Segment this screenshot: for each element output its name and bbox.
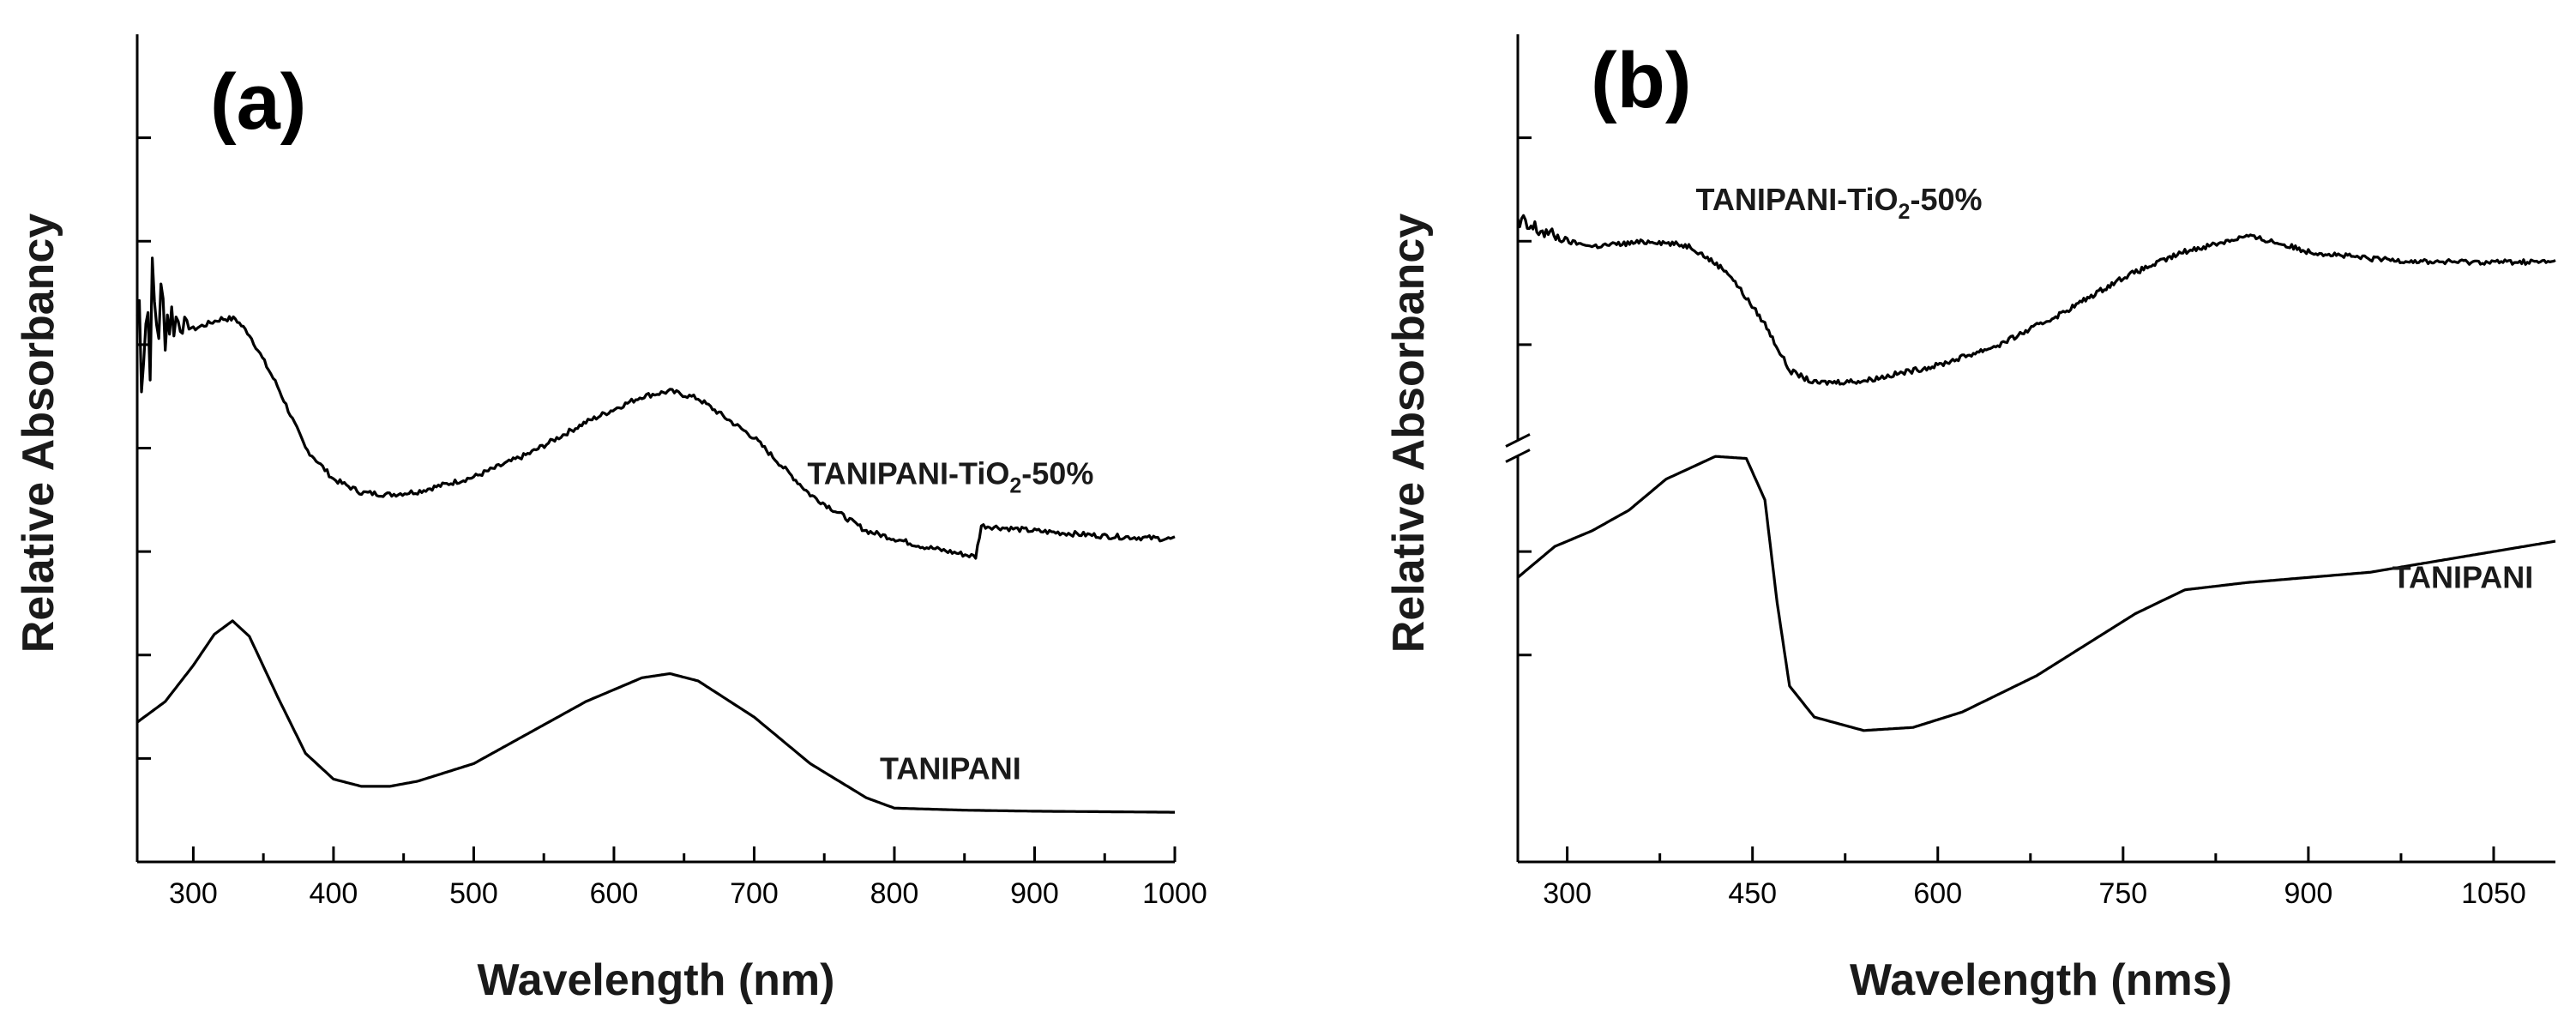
panel-a-x-tick-label: 1000 — [1142, 877, 1207, 910]
panel-a-x-tick-label: 900 — [1010, 877, 1059, 910]
panel-a-x-tick-label: 700 — [730, 877, 779, 910]
panel-b-x-tick-label: 300 — [1543, 877, 1592, 910]
panel-b-x-axis-title: Wavelength (nms) — [1850, 955, 2232, 1005]
panel-a-x-tick-label: 600 — [590, 877, 639, 910]
panel-b-series-1-line — [1516, 455, 2556, 732]
panel-b-axis-break-mark — [1505, 449, 1531, 463]
panel-b-x-tick-label: 1050 — [2461, 877, 2526, 910]
panel-b-series-1-label: TANIPANI — [2392, 559, 2534, 594]
panel-b-y-axis-title: Relative Absorbancy — [1384, 214, 1434, 654]
panel-b-x-tick-label: 450 — [1728, 877, 1777, 910]
panel-a-series-0-line — [135, 256, 1176, 560]
panel-b-x-tick-label: 900 — [2284, 877, 2333, 910]
panel-b-axis-break-mark — [1505, 433, 1531, 448]
panel-a-x-tick-label: 500 — [449, 877, 498, 910]
panel-a-series-1-line — [136, 619, 1175, 814]
panel-b-x-tick-label: 600 — [1913, 877, 1962, 910]
panel-a-x-tick-label: 400 — [310, 877, 358, 910]
panel-b-series-0-line — [1516, 214, 2556, 386]
panel-a-series-1-label: TANIPANI — [880, 751, 1021, 786]
panel-b-x-tick-label: 750 — [2098, 877, 2147, 910]
panel-a-x-tick-label: 800 — [870, 877, 919, 910]
panel-a-series-0-label: TANIPANI-TiO2-50% — [807, 456, 1093, 498]
panel-a-y-axis-title: Relative Absorbancy — [14, 214, 63, 654]
panel-b-label: (b) — [1591, 37, 1691, 124]
panel-a-label: (a) — [210, 58, 306, 146]
panel-a-x-axis-title: Wavelength (nm) — [478, 955, 835, 1005]
panel-a: (a) Wavelength (nm) Relative Absorbancy … — [14, 34, 1207, 1005]
panel-b-series-0-label: TANIPANI-TiO2-50% — [1696, 182, 1983, 224]
panel-b: (b) Wavelength (nms) Relative Absorbancy… — [1384, 34, 2556, 1005]
panel-a-x-tick-label: 300 — [169, 877, 218, 910]
